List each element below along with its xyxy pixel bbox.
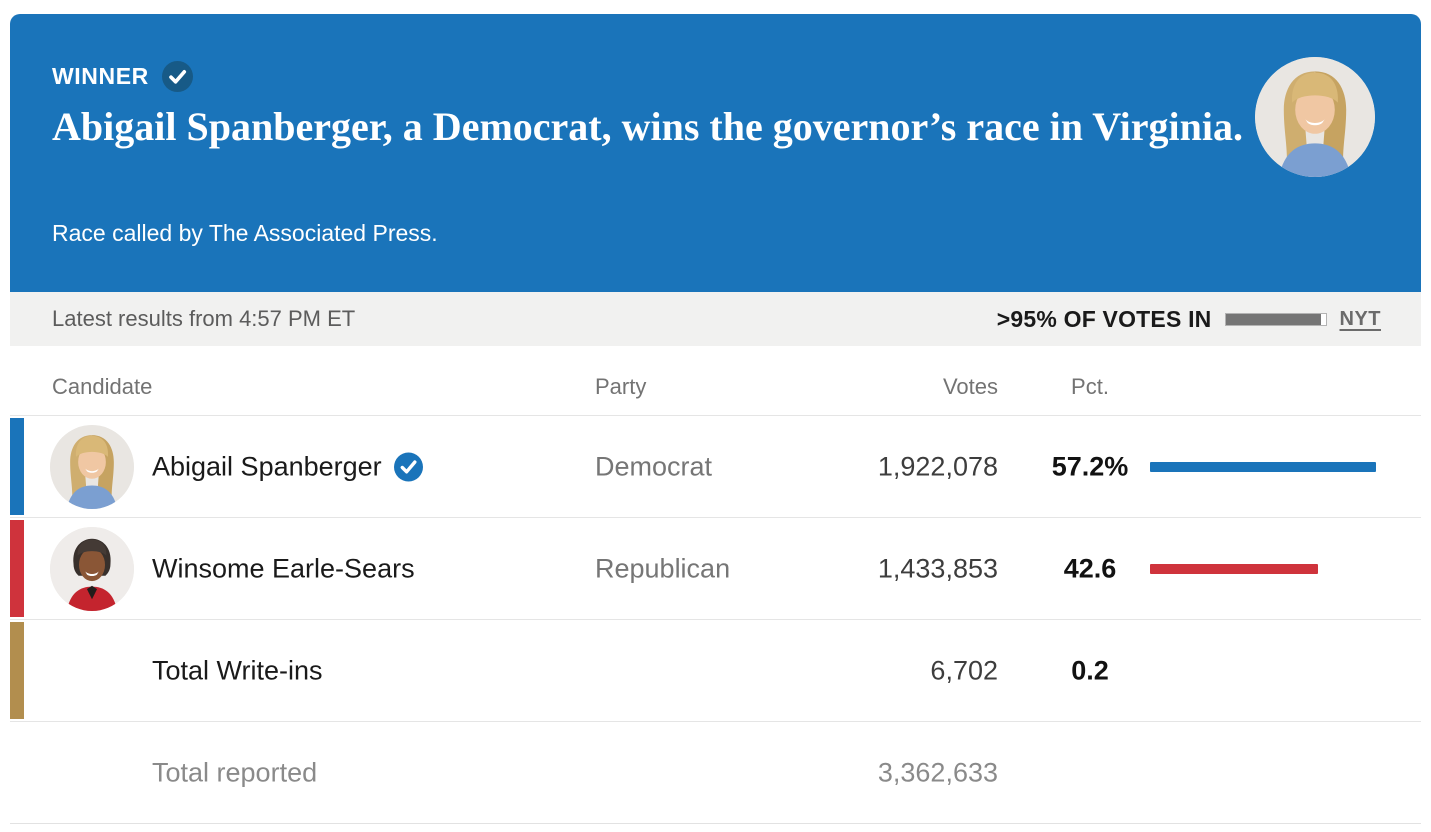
pct-cell: 57.2% (1051, 451, 1129, 481)
candidate-name: Total Write-ins (152, 655, 323, 685)
latest-results-text: Latest results from 4:57 PM ET (52, 306, 356, 331)
status-bar: Latest results from 4:57 PM ET >95% OF V… (10, 292, 1421, 346)
votes-in-progress-fill (1225, 313, 1321, 325)
votes-in-group: >95% OF VOTES IN NYT (997, 306, 1381, 333)
race-headline: Abigail Spanberger, a Democrat, wins the… (52, 104, 1243, 149)
party-accent-bar (10, 520, 24, 617)
candidate-name: Winsome Earle-Sears (152, 553, 415, 583)
candidate-name-cell: Winsome Earle-Sears (152, 553, 415, 584)
results-table-header: Candidate Party Votes Pct. (10, 346, 1421, 416)
table-row: Abigail Spanberger Democrat 1,922,078 57… (10, 416, 1421, 518)
party-cell: Republican (595, 553, 731, 583)
column-header-pct: Pct. (1071, 374, 1109, 399)
column-header-party: Party (595, 374, 647, 399)
votes-cell: 1,922,078 (877, 451, 998, 481)
election-results-card: WINNER Abigail Spanberger, a Democrat, w… (10, 14, 1421, 824)
votes-in-label: >95% OF VOTES IN (996, 305, 1212, 332)
candidate-name: Abigail Spanberger (152, 451, 382, 481)
column-header-candidate: Candidate (52, 374, 153, 399)
race-called-subtitle: Race called by The Associated Press. (52, 220, 438, 246)
party-accent-bar (10, 418, 24, 515)
table-row: Winsome Earle-Sears Republican 1,433,853… (10, 518, 1421, 620)
spanberger-avatar (50, 424, 134, 509)
winner-banner: WINNER Abigail Spanberger, a Democrat, w… (10, 14, 1421, 292)
earle-sears-avatar (50, 526, 134, 611)
table-row: Total Write-ins 6,702 0.2 (10, 620, 1421, 722)
votes-cell: 6,702 (930, 655, 998, 685)
total-reported-row: Total reported 3,362,633 (10, 722, 1421, 824)
votes-in-progress-track (1224, 312, 1327, 326)
spanberger-portrait (1255, 57, 1375, 177)
total-reported-votes: 3,362,633 (877, 757, 998, 787)
party-cell: Democrat (595, 451, 713, 481)
pct-bar (1150, 563, 1319, 574)
pct-bar (1150, 461, 1376, 472)
winner-check-icon (161, 61, 193, 92)
total-reported-label: Total reported (152, 757, 318, 787)
winner-label: WINNER (52, 63, 149, 89)
column-header-votes: Votes (942, 374, 998, 399)
winner-check-icon (393, 452, 423, 481)
candidate-name-cell: Abigail Spanberger (152, 451, 423, 482)
pct-cell: 0.2 (1071, 655, 1109, 685)
party-accent-bar (10, 622, 24, 719)
pct-cell: 42.6 (1063, 553, 1117, 583)
winner-line: WINNER (52, 61, 193, 92)
votes-cell: 1,433,853 (877, 553, 998, 583)
nyt-source-link[interactable]: NYT (1339, 307, 1381, 330)
candidate-name-cell: Total Write-ins (152, 655, 323, 686)
